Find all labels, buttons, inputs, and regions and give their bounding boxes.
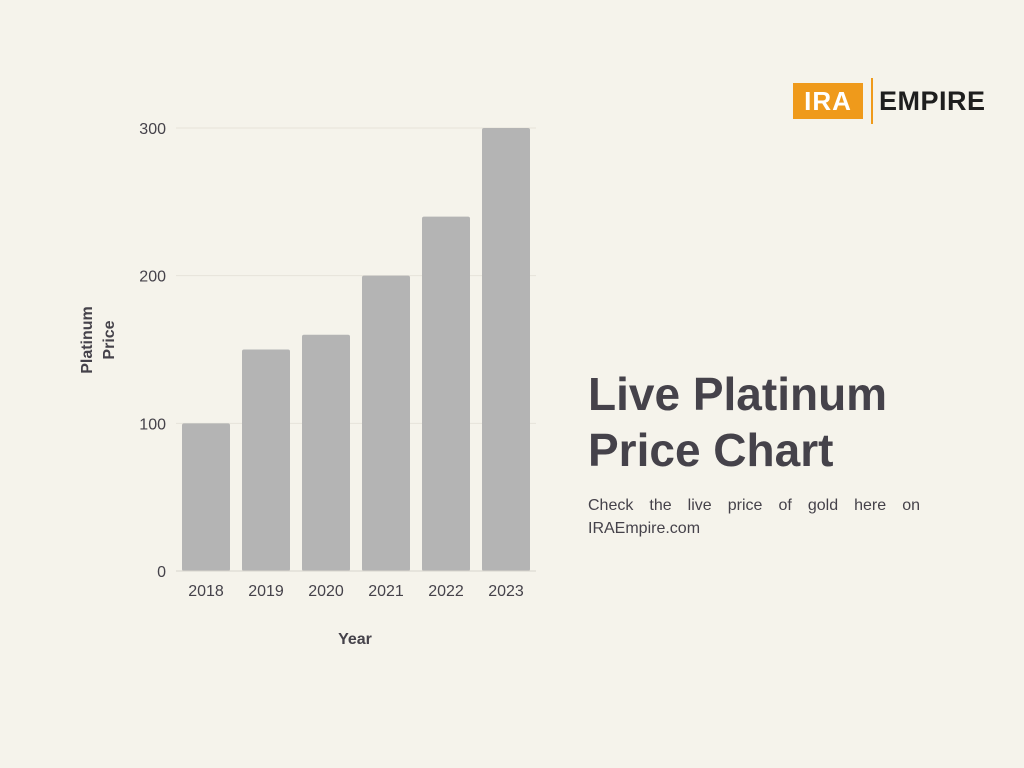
logo-empire-text: EMPIRE — [879, 85, 986, 116]
y-tick-label: 200 — [139, 269, 166, 286]
y-axis-title: Platinum Price — [79, 306, 118, 374]
y-tick-label: 100 — [139, 416, 166, 433]
description-text: Check the live price of gold here on IRA… — [588, 497, 920, 537]
bar — [482, 128, 530, 571]
y-axis-title-line: Price — [101, 320, 118, 359]
bar — [302, 334, 350, 571]
title-line-2: Price Chart — [588, 424, 834, 476]
bar — [422, 216, 470, 571]
y-axis-title-line: Platinum — [79, 306, 96, 374]
title-line-1: Live Platinum — [588, 368, 888, 420]
bar — [242, 349, 290, 571]
x-tick-label: 2023 — [488, 583, 524, 600]
x-axis-title: Year — [338, 631, 372, 648]
y-tick-label: 300 — [139, 121, 166, 138]
x-tick-label: 2019 — [248, 583, 284, 600]
x-tick-label: 2018 — [188, 583, 224, 600]
bar — [182, 423, 230, 571]
x-tick-label: 2020 — [308, 583, 344, 600]
platinum-price-bar-chart: 0 100 200 300 2018 2019 2020 2021 2022 2023 Year Pl… — [79, 121, 536, 648]
page-title: Live Platinum Price Chart — [588, 366, 948, 478]
logo-divider — [871, 78, 873, 124]
bar — [362, 275, 410, 571]
ira-empire-logo: IRA EMPIRE — [793, 78, 986, 124]
x-tick-label: 2021 — [368, 583, 404, 600]
x-tick-label: 2022 — [428, 583, 464, 600]
y-tick-label: 0 — [157, 564, 166, 581]
logo-ira-box: IRA — [793, 83, 863, 119]
